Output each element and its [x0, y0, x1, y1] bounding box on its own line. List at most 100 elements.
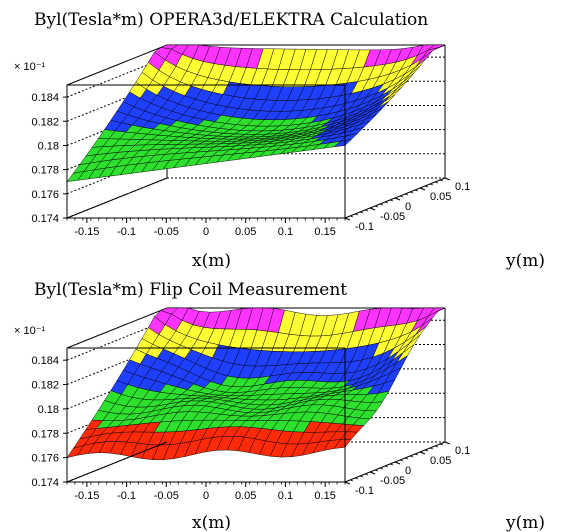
x-tick-label: -0.05 — [154, 490, 179, 502]
z-tick-label: 0.176 — [31, 453, 59, 465]
y-minor-tick — [344, 217, 349, 220]
y-minor-tick — [444, 441, 449, 444]
y-minor-tick — [424, 449, 429, 452]
x-tick-label: 0.15 — [314, 490, 335, 502]
y-minor-tick — [369, 207, 374, 210]
y-minor-tick — [419, 187, 424, 190]
z-tick-label: 0.178 — [31, 165, 59, 177]
y-axis-label: y(m) — [505, 251, 545, 271]
y-minor-tick — [429, 183, 434, 186]
y-minor-tick — [414, 189, 419, 192]
z-tick-label: 0.184 — [31, 355, 59, 367]
y-minor-tick — [404, 457, 409, 460]
y-minor-tick — [389, 463, 394, 466]
y-minor-tick — [434, 445, 439, 448]
y-tick-label: -0.05 — [380, 211, 405, 223]
surface-cell — [333, 439, 352, 449]
y-minor-tick — [444, 177, 449, 180]
y-tick-label: 0.05 — [430, 455, 451, 467]
y-minor-tick — [364, 473, 369, 476]
x-tick-label: 0 — [203, 226, 209, 238]
x-axis-ticks: -0.15 -0.1 -0.05 0 0.05 0.1 0.15 — [66, 218, 346, 238]
z-multiplier: × 10⁻¹ — [14, 61, 46, 73]
y-tick-label: -0.1 — [355, 221, 374, 233]
y-minor-tick — [419, 451, 424, 454]
z-axis-ticks: 0.174 0.176 0.178 0.18 0.182 0.184 — [31, 92, 67, 225]
z-tick-label: 0.184 — [31, 92, 59, 104]
frame-edge — [66, 307, 168, 349]
y-minor-tick — [359, 475, 364, 478]
panel-measurement: Byl(Tesla*m) Flip Coil Measurement × 10⁻… — [14, 280, 545, 532]
y-minor-tick — [384, 201, 389, 204]
z-tick-label: 0.174 — [31, 213, 59, 225]
z-tick-label: 0.176 — [31, 189, 59, 201]
z-tick-label: 0.178 — [31, 428, 59, 440]
z-tick-label: 0.174 — [31, 477, 59, 489]
z-tick-label: 0.182 — [31, 380, 59, 392]
y-minor-tick — [399, 459, 404, 462]
z-tick-label: 0.18 — [38, 140, 59, 152]
y-minor-tick — [394, 197, 399, 200]
y-axis-ticks: -0.1 -0.050 0.05 0.1 — [344, 177, 470, 233]
y-minor-tick — [349, 215, 354, 218]
x-tick-label: 0.05 — [235, 490, 256, 502]
x-tick-label: 0.1 — [278, 490, 293, 502]
x-axis-ticks: -0.15 -0.1 -0.05 0 0.05 0.1 0.15 — [66, 482, 346, 502]
x-tick-label: -0.1 — [117, 226, 136, 238]
y-minor-tick — [394, 461, 399, 464]
surface-cell — [333, 139, 352, 148]
y-minor-tick — [409, 191, 414, 194]
x-tick-label: -0.1 — [117, 490, 136, 502]
y-tick-label: 0.1 — [455, 181, 470, 193]
y-minor-tick — [404, 193, 409, 196]
y-minor-tick — [409, 455, 414, 458]
y-tick-label: 0.05 — [430, 191, 451, 203]
chart-title: Byl(Tesla*m) Flip Coil Measurement — [34, 280, 347, 300]
y-minor-tick — [389, 199, 394, 202]
panel-calculation: Byl(Tesla*m) OPERA3d/ELEKTRA Calculation… — [14, 10, 545, 271]
y-minor-tick — [384, 465, 389, 468]
y-minor-tick — [354, 477, 359, 480]
y-minor-tick — [354, 213, 359, 216]
y-minor-tick — [439, 179, 444, 182]
surface-mesh — [66, 44, 446, 182]
z-tick-label: 0.182 — [31, 116, 59, 128]
z-tick-label: 0.18 — [38, 404, 59, 416]
y-minor-tick — [344, 481, 349, 484]
x-tick-label: 0.1 — [278, 226, 293, 238]
y-tick-label: 0 — [405, 465, 411, 477]
surface-mesh — [66, 307, 446, 461]
y-tick-label: 0.1 — [455, 445, 470, 457]
y-axis-label: y(m) — [505, 513, 545, 532]
y-minor-tick — [364, 209, 369, 212]
y-minor-tick — [379, 203, 384, 206]
x-axis-label: x(m) — [192, 251, 231, 271]
y-minor-tick — [374, 205, 379, 208]
frame-edge — [66, 44, 168, 86]
x-tick-label: -0.05 — [154, 226, 179, 238]
y-minor-tick — [399, 195, 404, 198]
y-tick-label: 0 — [405, 201, 411, 213]
y-minor-tick — [369, 471, 374, 474]
x-tick-label: 0.15 — [314, 226, 335, 238]
y-axis-ticks: -0.1 -0.050 0.05 0.1 — [344, 441, 470, 497]
x-tick-label: 0.05 — [235, 226, 256, 238]
y-minor-tick — [429, 447, 434, 450]
y-minor-tick — [439, 443, 444, 446]
y-minor-tick — [349, 479, 354, 482]
y-minor-tick — [379, 467, 384, 470]
y-minor-tick — [359, 211, 364, 214]
x-tick-label: 0 — [203, 490, 209, 502]
frame-edge — [66, 177, 168, 219]
x-axis-label: x(m) — [192, 513, 231, 532]
y-minor-tick — [374, 469, 379, 472]
y-tick-label: -0.05 — [380, 475, 405, 487]
frame-edge — [66, 441, 168, 483]
x-tick-label: -0.15 — [74, 490, 99, 502]
z-axis-ticks: 0.174 0.176 0.178 0.18 0.182 0.184 — [31, 355, 67, 489]
y-minor-tick — [414, 453, 419, 456]
chart-title: Byl(Tesla*m) OPERA3d/ELEKTRA Calculation — [34, 10, 428, 30]
y-minor-tick — [434, 181, 439, 184]
y-minor-tick — [424, 185, 429, 188]
y-tick-label: -0.1 — [355, 485, 374, 497]
